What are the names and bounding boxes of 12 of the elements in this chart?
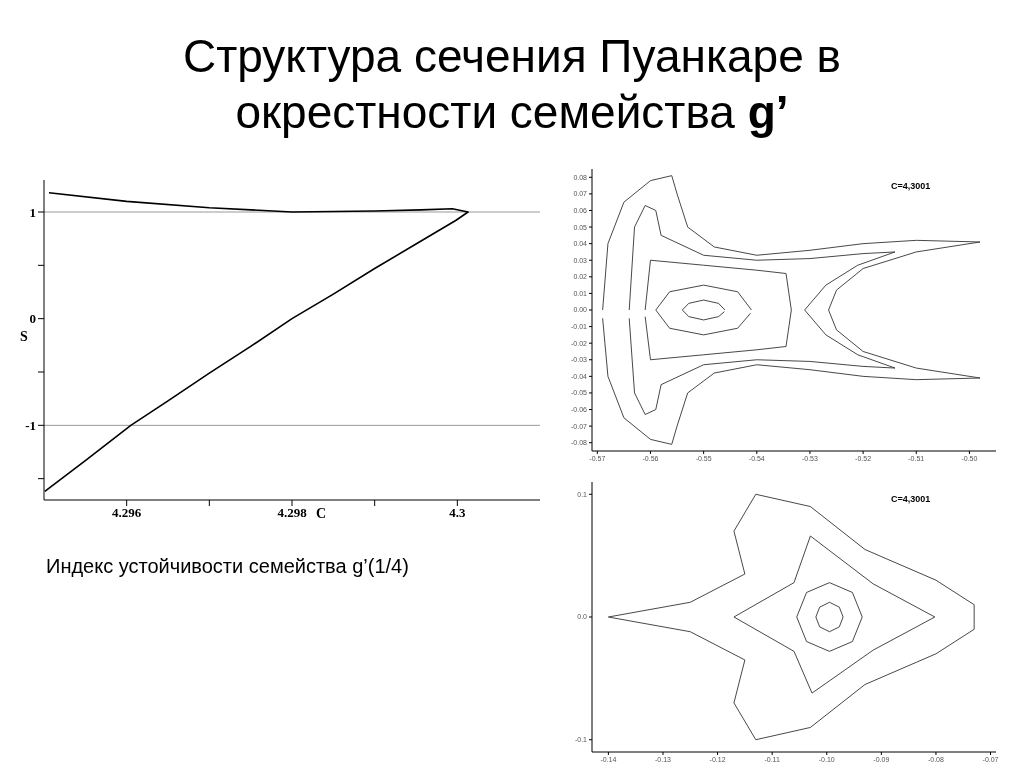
y-tick-label: -1 (25, 417, 36, 433)
x-tick-label: 4.298 (277, 505, 308, 521)
text: Индекс устойчивости семейства g’(1/4) (46, 555, 409, 578)
y-axis-title: S (19, 328, 29, 345)
x-axis-title: C (316, 506, 327, 522)
annotation: C=4,3001 (890, 181, 931, 191)
x-tick-label: 4.296 (112, 505, 142, 521)
y-tick-label: 0 (29, 311, 36, 327)
chart-title: Структура сечения Пуанкаре в окрестности семейства g’ (182, 30, 842, 138)
x-tick-label: 4.3 (449, 505, 466, 521)
annotation: C=4,3001 (890, 494, 931, 504)
y-tick-label: 1 (29, 204, 36, 220)
